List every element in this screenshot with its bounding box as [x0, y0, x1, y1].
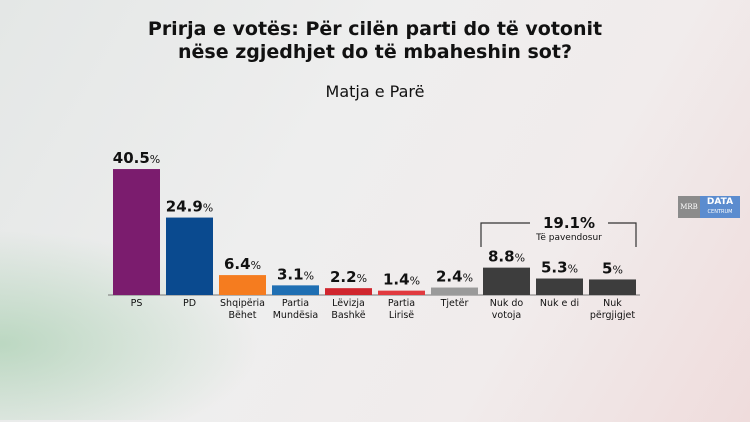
category-label: Nuk do: [490, 298, 524, 309]
group-label: Të pavendosur: [535, 233, 602, 243]
category-label: Nuk e di: [540, 298, 579, 309]
title-line-1: Prirja e votës: Për cilën parti do të vo…: [147, 18, 603, 40]
value-label: 6.4%: [224, 255, 261, 273]
bar-7: [483, 267, 530, 295]
bar-1: [166, 217, 213, 295]
category-label: Shqipëria: [220, 298, 265, 309]
value-label: 1.4%: [383, 271, 420, 289]
value-label: 2.4%: [436, 268, 473, 286]
bar-0: [113, 169, 160, 295]
category-label: Partia: [282, 298, 309, 309]
category-label: Bashkë: [331, 310, 365, 321]
value-label: 3.1%: [277, 265, 314, 283]
bar-4: [325, 288, 372, 295]
bar-3: [272, 285, 319, 295]
value-label: 5.3%: [541, 259, 578, 277]
bar-8: [536, 278, 583, 295]
value-label: 2.2%: [330, 268, 367, 286]
value-label: 8.8%: [488, 248, 525, 266]
category-label: votoja: [492, 310, 521, 321]
category-label: PS: [131, 298, 143, 309]
value-label: 5%: [602, 259, 623, 277]
category-label: përgjigjet: [590, 310, 635, 321]
title-line-2: nëse zgjedhjet do të mbaheshin sot?: [178, 41, 572, 63]
category-label: Mundësia: [273, 310, 319, 321]
bar-6: [431, 287, 478, 295]
category-label: Partia: [388, 298, 415, 309]
logo-data: DATA CENTRUM: [700, 196, 740, 218]
logo-mrb: MRB: [678, 196, 700, 218]
category-label: Nuk: [603, 298, 622, 309]
value-label: 24.9%: [166, 198, 213, 216]
category-label: Bëhet: [229, 310, 257, 321]
category-label: Lirisë: [389, 310, 414, 321]
bar-5: [378, 290, 425, 295]
group-bracket: [480, 222, 637, 247]
value-label: 40.5%: [113, 149, 160, 167]
mrb-data-centrum-logo: MRB DATA CENTRUM: [678, 196, 740, 218]
category-label: Lëvizja: [332, 298, 365, 309]
chart-title: Prirja e votës: Për cilën parti do të vo…: [0, 18, 750, 64]
group-value: 19.1%: [543, 214, 595, 232]
chart-subtitle: Matja e Parë: [325, 82, 425, 101]
bar-9: [589, 279, 636, 295]
category-label: PD: [183, 298, 196, 309]
bar-2: [219, 275, 266, 295]
category-label: Tjetër: [440, 298, 469, 309]
logo-data-text: DATA: [706, 197, 734, 207]
logo-centrum-text: CENTRUM: [707, 209, 733, 215]
